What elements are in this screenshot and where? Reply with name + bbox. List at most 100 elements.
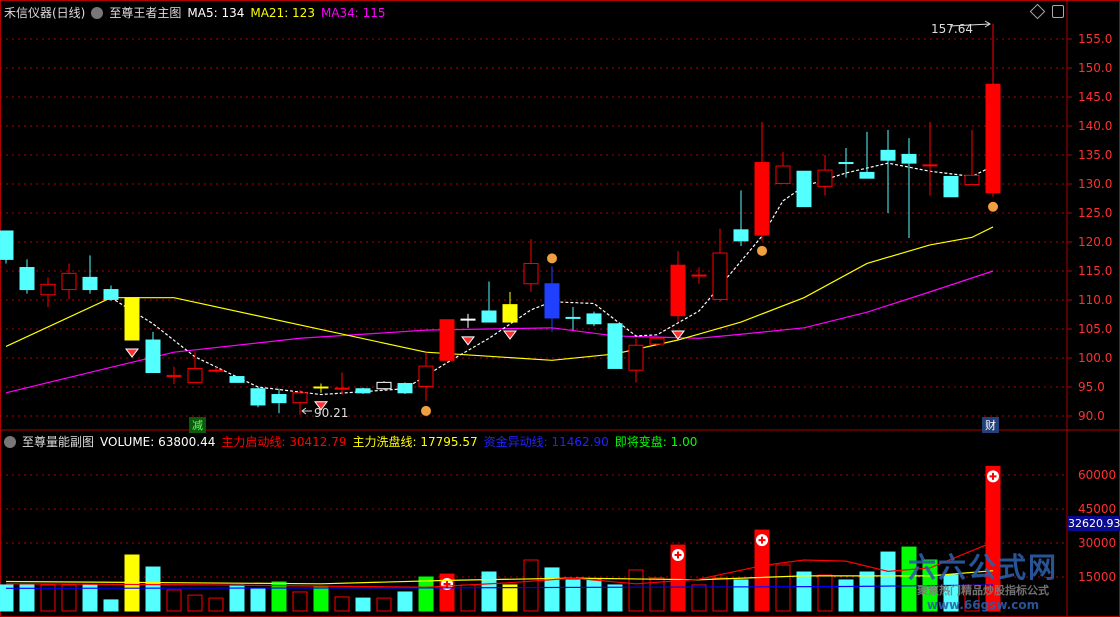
y-tick-label: 130.0 [1078, 177, 1112, 191]
candle-body [145, 339, 161, 373]
volume-bar [0, 584, 14, 612]
candle [670, 251, 686, 323]
volume-bar [145, 566, 161, 612]
candle-body [418, 365, 434, 387]
candle-body [775, 165, 791, 184]
candle [397, 382, 413, 394]
volume-bar [775, 564, 791, 612]
candle-body [250, 388, 266, 406]
volume-bar [943, 574, 959, 612]
candle-body [796, 170, 812, 208]
candle-body [502, 304, 518, 323]
volume-bar [649, 577, 665, 612]
line1-value: 主力启动线: 30412.79 [221, 435, 347, 449]
hand-pointer-icon [988, 201, 998, 212]
candle-body [271, 394, 287, 404]
candle-body [859, 171, 875, 179]
candle-body [103, 289, 119, 300]
main-chart-header: 禾信仪器(日线) 至尊王者主图 MA5: 134 MA21: 123 MA34:… [4, 4, 386, 21]
collapse-icon[interactable] [4, 435, 16, 448]
volume-bar [208, 597, 224, 612]
candle-body [187, 367, 203, 383]
candle-body [523, 262, 539, 285]
candle [943, 175, 959, 198]
ma21-value: MA21: 123 [250, 5, 315, 20]
candle-body [628, 344, 644, 371]
y-tick-label: 150.0 [1078, 61, 1112, 75]
signal-tag-left: 减 [189, 417, 206, 433]
volume-bar [712, 577, 728, 612]
volume-bar [502, 584, 518, 612]
ma34-value: MA34: 115 [320, 5, 386, 20]
plus-glyph [674, 551, 682, 559]
volume-bar [565, 579, 581, 612]
line3-fund-move [5, 584, 994, 589]
y-tick-label: 140.0 [1078, 119, 1112, 133]
candle-body [586, 313, 602, 325]
volume-bar [544, 567, 560, 612]
volume-bar [166, 589, 182, 612]
candle [859, 131, 875, 179]
candle [145, 331, 161, 373]
volume-bar [82, 584, 98, 612]
stock-title: 禾信仪器(日线) [4, 6, 86, 20]
candle [250, 387, 266, 408]
candle-body [292, 392, 308, 404]
volume-bar [397, 591, 413, 612]
ma34-line [5, 270, 994, 394]
candle-body [754, 162, 770, 236]
window-toggle-icon[interactable] [1052, 5, 1064, 18]
candle-body [40, 283, 56, 296]
candle [40, 277, 56, 307]
y-tick-label: 105.0 [1078, 322, 1112, 336]
gem-marker-icon [461, 336, 475, 346]
candle [964, 130, 980, 186]
collapse-icon[interactable] [91, 6, 104, 19]
ma5-line [110, 162, 994, 396]
candle-body [607, 323, 623, 369]
candle-body [565, 316, 581, 319]
ma5-value: MA5: 134 [187, 5, 245, 20]
volume-bar [691, 584, 707, 612]
candle [733, 190, 749, 247]
candle [82, 255, 98, 294]
candle-body [544, 283, 560, 319]
volume-bar [586, 579, 602, 612]
volume-bar [859, 571, 875, 612]
y-tick-label: 135.0 [1078, 148, 1112, 162]
candle-body [229, 376, 245, 383]
high-arrow [949, 20, 991, 28]
candle-body [166, 374, 182, 378]
high-price-label: 157.64 [931, 22, 973, 36]
volume-bar [19, 584, 35, 612]
volume-bar [733, 579, 749, 612]
main-indicator-name[interactable]: 至尊王者主图 [109, 6, 182, 20]
y-tick-label: 145.0 [1078, 90, 1112, 104]
volume-bar [271, 581, 287, 612]
candle-body [922, 164, 938, 167]
candle-body [481, 310, 497, 323]
y-tick-label: 125.0 [1078, 206, 1112, 220]
ma21-line [5, 226, 994, 361]
low-arrow [301, 407, 312, 415]
candle [376, 381, 392, 390]
plus-glyph [989, 472, 997, 480]
candle [649, 337, 665, 346]
sub-indicator-name[interactable]: 至尊量能副图 [22, 435, 95, 449]
line3-value: 资金异动线: 11462.90 [483, 435, 609, 449]
candle [229, 376, 245, 383]
candle [271, 388, 287, 414]
candle-body [397, 383, 413, 394]
candle [712, 228, 728, 302]
candle-body [376, 381, 392, 390]
line1-start [5, 541, 994, 588]
candle [565, 306, 581, 331]
candle-body [124, 297, 140, 341]
sub-chart-header: 至尊量能副图 VOLUME: 63800.44 主力启动线: 30412.79 … [4, 433, 697, 450]
candle [460, 313, 476, 328]
candle-body [0, 230, 14, 260]
volume-bar [817, 574, 833, 612]
gem-marker-icon [314, 401, 328, 411]
candle [586, 311, 602, 327]
